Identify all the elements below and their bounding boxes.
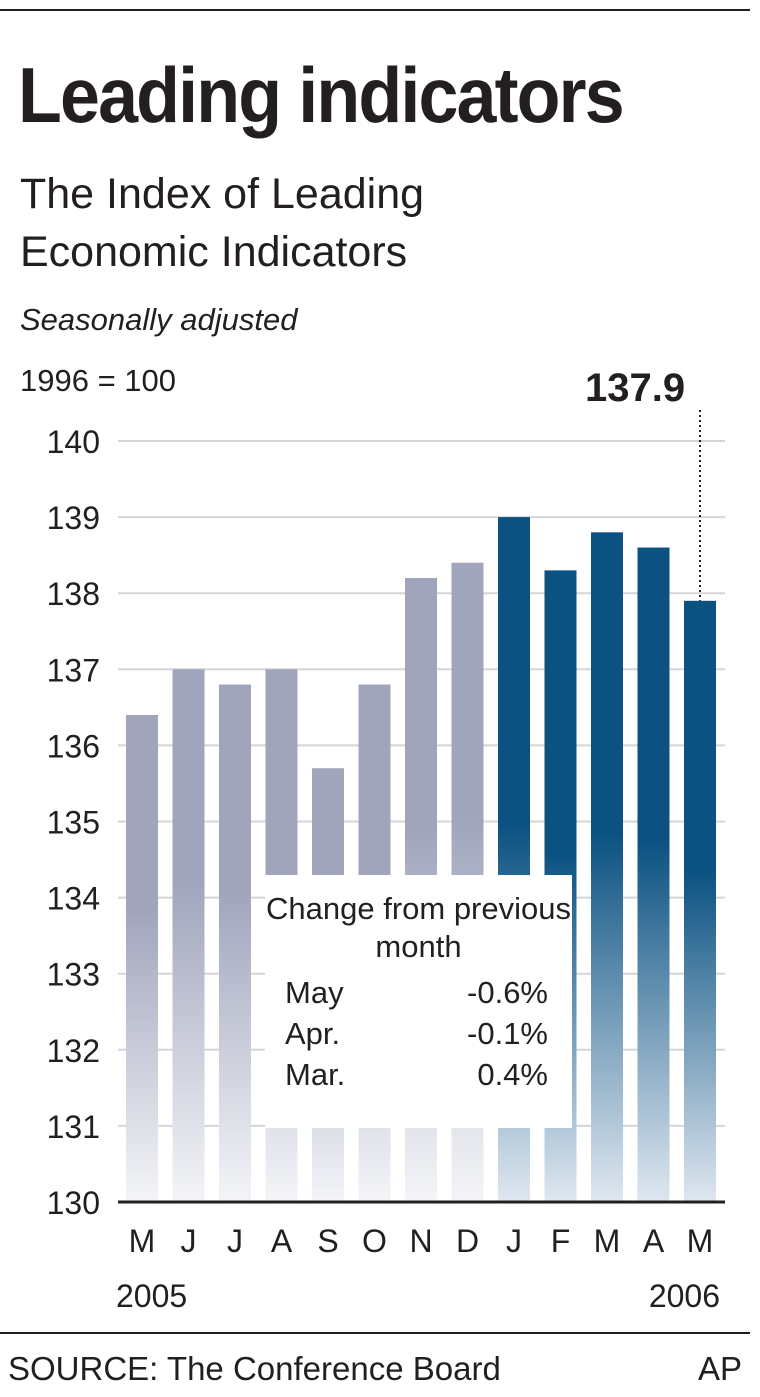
x-tick-label: A bbox=[643, 1223, 665, 1259]
y-tick-label: 135 bbox=[47, 805, 100, 841]
y-tick-label: 139 bbox=[47, 500, 100, 536]
change-inset: Change from previous month May -0.6% Apr.… bbox=[265, 875, 572, 1128]
source-note: SOURCE: The Conference Board bbox=[8, 1350, 501, 1387]
inset-row: Apr. -0.1% bbox=[265, 1013, 572, 1054]
inset-change: -0.6% bbox=[467, 975, 548, 1010]
inset-change: -0.1% bbox=[467, 1016, 548, 1051]
bar bbox=[126, 714, 158, 1202]
x-tick-label: S bbox=[317, 1223, 338, 1259]
y-axis-label: 1996 = 100 bbox=[20, 363, 177, 398]
last-value-label: 137.9 bbox=[585, 366, 686, 410]
chart-title: Leading indicators bbox=[18, 51, 625, 139]
y-tick-label: 136 bbox=[47, 728, 100, 764]
y-tick-label: 137 bbox=[47, 652, 100, 688]
inset-month: Mar. bbox=[285, 1057, 346, 1092]
inset-row: May -0.6% bbox=[265, 972, 572, 1013]
y-tick-label: 131 bbox=[47, 1109, 100, 1145]
year-label: 2005 bbox=[116, 1278, 187, 1314]
bar bbox=[172, 669, 205, 1202]
x-tick-label: J bbox=[506, 1223, 522, 1259]
y-tick-label: 133 bbox=[47, 957, 100, 993]
note: Seasonally adjusted bbox=[20, 302, 298, 337]
credit: AP bbox=[698, 1350, 743, 1387]
x-tick-label: M bbox=[129, 1223, 156, 1259]
chart-subtitle: The Index of Leading Economic Indicators bbox=[20, 170, 425, 276]
y-tick-label: 140 bbox=[47, 424, 100, 460]
x-tick-label: F bbox=[551, 1223, 571, 1259]
inset-change: 0.4% bbox=[477, 1057, 548, 1092]
y-tick-label: 130 bbox=[47, 1185, 100, 1221]
bar bbox=[591, 532, 623, 1202]
y-tick-label: 134 bbox=[47, 881, 100, 917]
bar bbox=[637, 547, 670, 1202]
x-tick-label: J bbox=[181, 1223, 197, 1259]
y-tick-label: 138 bbox=[47, 576, 100, 612]
x-tick-label: A bbox=[271, 1223, 293, 1259]
inset-title: Change from previous month bbox=[266, 891, 571, 964]
x-tick-label: N bbox=[409, 1223, 432, 1259]
inset-month: May bbox=[285, 975, 344, 1010]
bar bbox=[684, 600, 716, 1202]
x-tick-label: M bbox=[594, 1223, 621, 1259]
x-tick-label: O bbox=[362, 1223, 387, 1259]
x-tick-label: J bbox=[227, 1223, 243, 1259]
x-tick-label: D bbox=[456, 1223, 479, 1259]
year-label: 2006 bbox=[649, 1278, 720, 1314]
x-tick-label: M bbox=[687, 1223, 714, 1259]
inset-row: Mar. 0.4% bbox=[265, 1054, 572, 1095]
inset-month: Apr. bbox=[285, 1016, 341, 1051]
bar bbox=[219, 684, 251, 1202]
y-tick-label: 132 bbox=[47, 1033, 100, 1069]
